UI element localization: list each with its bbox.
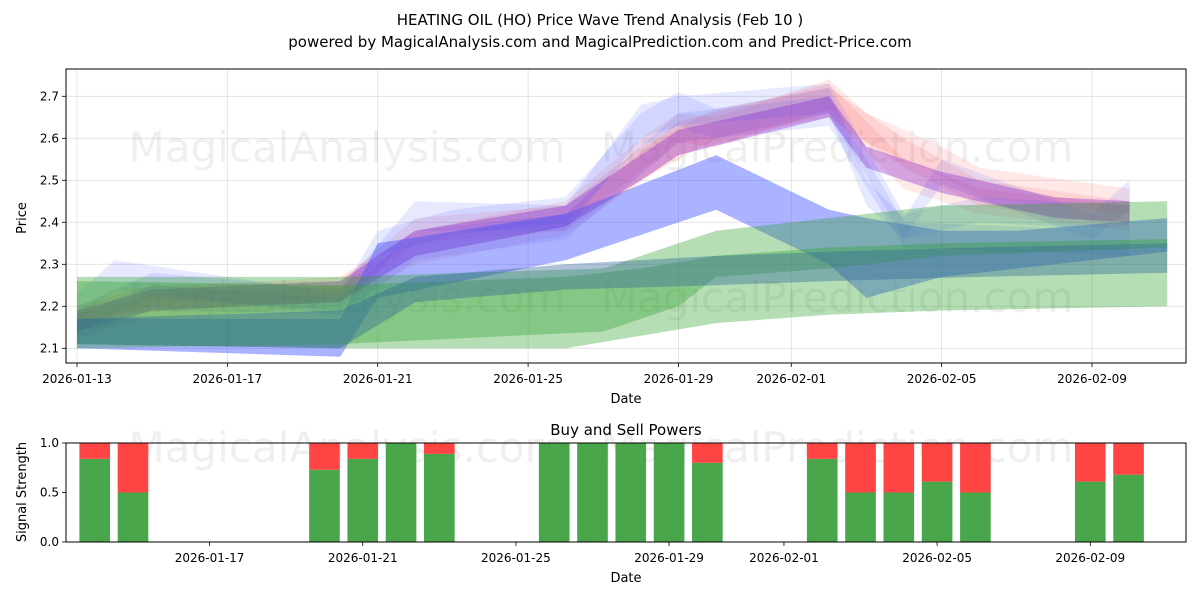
- buy-bar: [79, 458, 111, 542]
- buy-bar: [1074, 481, 1106, 542]
- price-grid: [66, 69, 1186, 363]
- sell-bar: [845, 443, 876, 493]
- buy-bar: [921, 481, 953, 542]
- x-tick-label: 2026-01-13: [42, 372, 112, 386]
- buy-bar: [577, 443, 608, 542]
- price-y-ticks: 2.1 2.2 2.3 2.4 2.5 2.6 2.7: [40, 89, 66, 355]
- y-tick-label: 2.2: [40, 299, 59, 313]
- sell-bar: [347, 443, 379, 459]
- signal-x-axis-label: Date: [610, 571, 641, 586]
- wave-band: [77, 83, 1130, 336]
- buy-bar: [806, 458, 838, 542]
- buy-bar: [424, 453, 455, 542]
- y-tick-label: 2.6: [40, 131, 59, 145]
- sell-bar: [921, 443, 953, 482]
- chart-subtitle: powered by MagicalAnalysis.com and Magic…: [288, 33, 912, 51]
- price-x-axis-label: Date: [610, 392, 641, 407]
- x-tick-label: 2026-02-09: [1057, 372, 1127, 386]
- buy-bar: [883, 492, 915, 542]
- x-tick-label: 2026-01-17: [192, 372, 262, 386]
- buy-bar: [845, 492, 876, 542]
- wave-band: [77, 87, 1130, 324]
- x-tick-label: 2026-01-21: [328, 551, 398, 565]
- x-tick-label: 2026-02-01: [749, 551, 819, 565]
- buy-bar: [117, 492, 149, 542]
- wave-band: [77, 155, 1168, 357]
- buy-bar: [538, 443, 570, 542]
- signal-bars: [79, 443, 1144, 542]
- sell-bar: [806, 443, 838, 459]
- buy-bar: [347, 458, 379, 542]
- x-tick-label: 2026-02-05: [907, 372, 977, 386]
- y-tick-label: 2.4: [40, 215, 59, 229]
- wave-band: [77, 87, 1130, 324]
- signal-x-ticks: 2026-01-17 2026-01-21 2026-01-25 2026-01-29…: [175, 542, 1125, 565]
- buy-bar: [692, 462, 723, 542]
- wave-band: [77, 79, 1130, 332]
- x-tick-label: 2026-01-29: [644, 372, 714, 386]
- watermark-text: MagicalAnalysis.com: [129, 273, 566, 322]
- price-watermarks: MagicalAnalysis.com MagicalPrediction.co…: [129, 123, 1074, 322]
- sell-bar: [1113, 443, 1144, 475]
- watermark-text: MagicalAnalysis.com: [129, 123, 566, 172]
- buy-bar: [385, 443, 417, 542]
- price-wave-bands: [77, 79, 1168, 357]
- sell-bar: [1074, 443, 1106, 482]
- x-tick-label: 2026-01-21: [343, 372, 413, 386]
- x-tick-label: 2026-02-09: [1055, 551, 1125, 565]
- signal-title: Buy and Sell Powers: [550, 421, 702, 439]
- signal-y-axis-label: Signal Strength: [15, 442, 30, 542]
- x-tick-label: 2026-02-05: [902, 551, 972, 565]
- chart-title: HEATING OIL (HO) Price Wave Trend Analys…: [397, 11, 804, 29]
- sell-bar: [117, 443, 149, 493]
- y-tick-label: 0.0: [40, 535, 59, 549]
- x-tick-label: 2026-01-25: [493, 372, 563, 386]
- x-tick-label: 2026-02-01: [756, 372, 826, 386]
- x-tick-label: 2026-01-17: [175, 551, 245, 565]
- buy-bar: [615, 443, 647, 542]
- price-y-axis-label: Price: [15, 202, 30, 234]
- wave-band: [77, 96, 1130, 332]
- y-tick-label: 0.5: [40, 486, 59, 500]
- sell-bar: [883, 443, 915, 493]
- sell-bar: [309, 443, 340, 470]
- sell-bar: [692, 443, 723, 463]
- wave-band: [77, 243, 1168, 349]
- wave-band: [77, 201, 1168, 349]
- y-tick-label: 2.1: [40, 341, 59, 355]
- price-x-ticks: 2026-01-13 2026-01-17 2026-01-21 2026-01-25…: [42, 363, 1127, 386]
- sell-bar: [960, 443, 991, 493]
- buy-bar: [309, 469, 340, 542]
- watermark-text: MagicalPrediction.com: [601, 273, 1074, 322]
- buy-bar: [653, 443, 685, 542]
- y-tick-label: 1.0: [40, 436, 59, 450]
- signal-watermarks: MagicalAnalysis.com MagicalPrediction.co…: [129, 423, 1074, 472]
- x-tick-label: 2026-01-25: [481, 551, 551, 565]
- sell-bar: [424, 443, 455, 454]
- price-axes-frame: [65, 68, 1187, 364]
- price-panel: MagicalAnalysis.com MagicalPrediction.co…: [15, 68, 1187, 407]
- signal-panel: Buy and Sell Powers MagicalAnalysis.com …: [15, 421, 1187, 586]
- watermark-text: MagicalAnalysis.com: [129, 423, 566, 472]
- y-tick-label: 2.7: [40, 89, 59, 103]
- buy-bar: [960, 492, 991, 542]
- y-tick-label: 2.5: [40, 173, 59, 187]
- buy-bar: [1113, 474, 1144, 542]
- y-tick-label: 2.3: [40, 257, 59, 271]
- wave-band: [77, 239, 1168, 349]
- signal-y-ticks: 0.0 0.5 1.0: [40, 436, 66, 549]
- watermark-text: MagicalPrediction.com: [601, 123, 1074, 172]
- sell-bar: [79, 443, 111, 459]
- x-tick-label: 2026-01-29: [634, 551, 704, 565]
